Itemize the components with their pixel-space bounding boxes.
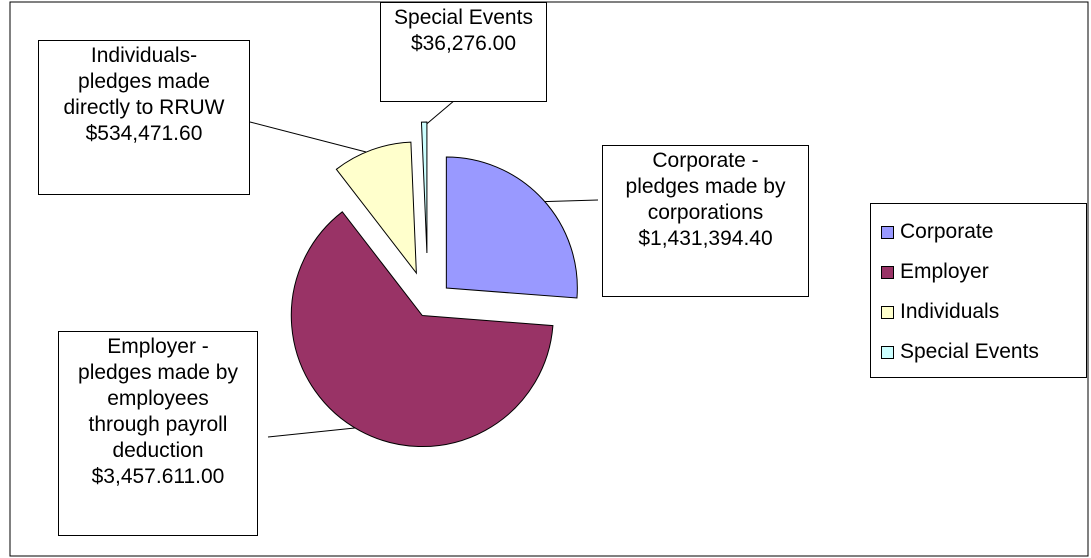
legend-swatch — [881, 265, 894, 279]
label-line: pledges made by — [78, 361, 238, 384]
slice-individuals — [335, 141, 417, 275]
legend-label: Special Events — [900, 340, 1039, 363]
legend-item-individuals: Individuals — [881, 292, 1086, 332]
data-label-special-events: Special Events $36,276.00 — [380, 2, 547, 102]
label-line: Corporate - — [652, 149, 759, 172]
legend-item-corporate: Corporate — [881, 212, 1086, 252]
legend-item-special-events: Special Events — [881, 332, 1086, 372]
legend-swatch — [881, 345, 894, 359]
label-line: $534,471.60 — [85, 122, 203, 145]
data-label-employer: Employer - pledges made by employees thr… — [58, 331, 258, 536]
leader-lines — [249, 99, 599, 438]
label-line: $36,276.00 — [410, 32, 517, 55]
label-line: pledges made — [78, 70, 210, 93]
data-label-corporate: Corporate - pledges made by corporations… — [602, 145, 809, 297]
label-line: $1,431,394.40 — [638, 227, 773, 250]
legend-label: Corporate — [900, 220, 994, 243]
leader-line — [249, 121, 374, 155]
label-line: Individuals- — [90, 44, 198, 67]
label-line: employees — [107, 387, 209, 410]
label-line: directly to RRUW — [63, 96, 225, 119]
slice-corporate — [445, 156, 578, 299]
slice-special-events — [420, 121, 428, 254]
leader-line — [267, 426, 362, 438]
label-line: Special Events — [394, 6, 533, 29]
slice-employer — [290, 211, 554, 448]
leader-line — [539, 199, 599, 203]
legend-item-employer: Employer — [881, 252, 1086, 292]
pie-slices — [290, 121, 578, 448]
label-line: deduction — [112, 439, 204, 462]
label-line: pledges made by — [625, 175, 786, 198]
data-label-individuals: Individuals- pledges made directly to RR… — [38, 40, 250, 195]
legend-label: Individuals — [900, 300, 1000, 323]
label-line: $3,457.611.00 — [91, 465, 225, 488]
label-line: through payroll — [88, 413, 228, 436]
legend-swatch — [881, 225, 894, 239]
legend-label: Employer — [900, 260, 989, 283]
legend: Corporate Employer Individuals Special E… — [870, 203, 1087, 378]
label-line: Employer - — [107, 335, 209, 358]
legend-swatch — [881, 305, 894, 319]
leader-line — [423, 99, 456, 127]
label-line: corporations — [647, 201, 764, 224]
